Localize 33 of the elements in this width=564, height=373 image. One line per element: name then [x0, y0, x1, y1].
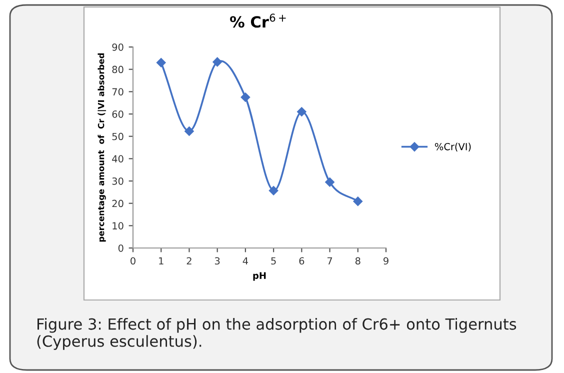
caption: Figure 3: Effect of pH on the adsorption of Cr6+ onto Tigernuts (Cyperus esculentus). [37, 318, 516, 350]
x-tick-label: 0 [130, 257, 136, 265]
point [212, 57, 222, 67]
point [184, 126, 194, 136]
y-tick-label: 80 [112, 66, 124, 74]
point [353, 196, 363, 206]
y-tick-label: 90 [112, 43, 124, 51]
x-tick-label: 2 [186, 257, 192, 264]
y-tick-label: 60 [112, 110, 124, 118]
y-tick-label: 30 [112, 177, 124, 185]
chart-title: % Cr$^{6+}$ [230, 14, 286, 28]
point [297, 107, 306, 116]
y-tick-label: 50 [112, 132, 124, 140]
x-tick-label: 4 [242, 257, 248, 264]
x-tick-label: 8 [355, 257, 360, 265]
point [156, 58, 166, 68]
x-tick-label: 5 [271, 257, 276, 265]
y-tick-label: 10 [112, 222, 124, 230]
x-axis-title: pH [253, 272, 266, 281]
x-tick-label: 7 [327, 257, 332, 264]
x-tick-label: 9 [384, 257, 388, 265]
y-axis-title: percentage amount of Cr (|VI absorbed [98, 53, 106, 242]
x-tick-label: 3 [214, 257, 220, 265]
x-tick-label: 6 [299, 257, 304, 265]
legend-label: %Cr(VI) [434, 142, 471, 152]
point [240, 92, 250, 102]
y-tick-label: 40 [112, 155, 124, 162]
y-tick-label: 0 [118, 244, 124, 252]
point [268, 186, 278, 196]
y-tick-label: 20 [112, 200, 124, 208]
x-tick-label: 1 [159, 257, 164, 264]
y-tick-label: 70 [112, 88, 124, 96]
point [325, 177, 334, 187]
